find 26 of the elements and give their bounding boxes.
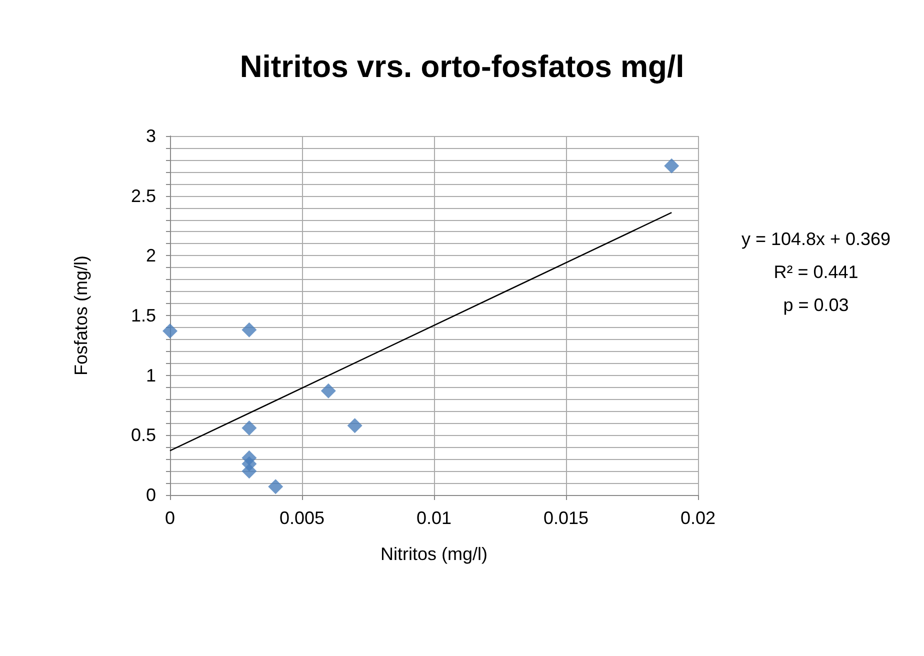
text: p = 0.03 xyxy=(783,295,849,315)
point xyxy=(162,324,178,339)
x-tick-label: 0.02 xyxy=(680,508,716,528)
point xyxy=(242,464,257,479)
point xyxy=(664,158,680,174)
x-tick-label: 0.015 xyxy=(543,508,589,528)
x-tick-label: 0 xyxy=(164,508,176,528)
point xyxy=(242,322,257,338)
y-tick-label: 3 xyxy=(146,126,156,146)
y-tick-label: 0 xyxy=(146,485,156,505)
y-tick-label: 1 xyxy=(146,365,156,386)
y-tick-label: 2.5 xyxy=(130,186,156,206)
point xyxy=(268,479,284,494)
y-axis-title: Fosfatos (mg/l) xyxy=(71,255,91,376)
x-tick-label: 0.01 xyxy=(416,508,452,528)
text: R² = 0.441 xyxy=(774,262,858,282)
text: y = 104.8x + 0.369 xyxy=(741,229,891,249)
point xyxy=(347,418,362,434)
chart-title: Nitritos vrs. orto-fosfatos mg/l xyxy=(240,49,684,84)
point xyxy=(320,383,336,398)
point xyxy=(242,420,257,436)
y-tick-label: 2 xyxy=(146,246,156,266)
x-axis-title: Nitritos (mg/l) xyxy=(380,544,488,564)
x-tick-label: 0.005 xyxy=(279,508,325,528)
y-tick-label: 1.5 xyxy=(130,306,156,326)
y-tick-label: 0.5 xyxy=(130,425,156,446)
